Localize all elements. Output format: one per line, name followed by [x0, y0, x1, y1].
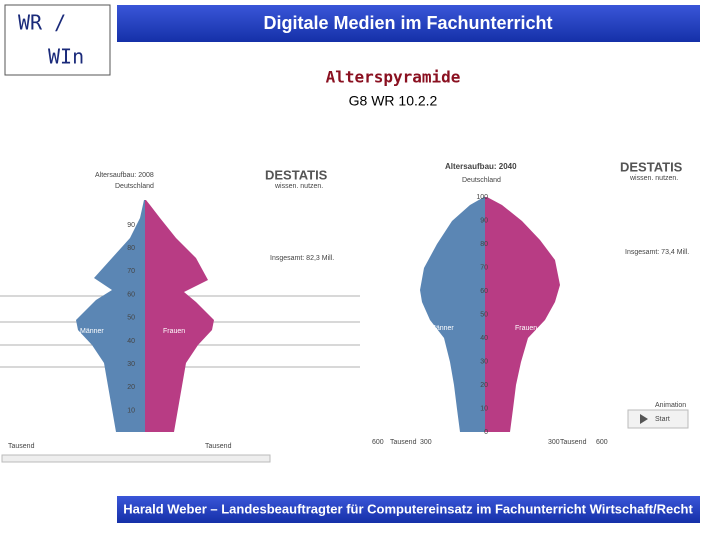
age-label: 80 — [480, 241, 488, 248]
footer-bar — [117, 496, 700, 523]
age-label: 70 — [127, 268, 135, 275]
scrollbar — [1, 454, 271, 463]
left-tagline: wissen. nutzen. — [274, 183, 323, 190]
left-female: Frauen — [163, 328, 185, 335]
right-total: Insgesamt: 73,4 Mill. — [625, 249, 689, 256]
left-unit-l: Tausend — [8, 443, 35, 450]
age-label: 50 — [127, 315, 135, 322]
right-brand: DESTATIS — [620, 159, 683, 174]
age-label: 90 — [127, 222, 135, 229]
right-female: Frauen — [515, 325, 537, 332]
subtitle: Alterspyramide — [326, 68, 461, 87]
age-label: 10 — [480, 405, 488, 412]
male-shape — [76, 200, 145, 432]
course: G8 WR 10.2.2 — [349, 93, 438, 109]
right-tagline: wissen. nutzen. — [629, 175, 678, 182]
right-unit-r: Tausend — [560, 439, 587, 446]
age-label: 70 — [480, 264, 488, 271]
left-total: Insgesamt: 82,3 Mill. — [270, 255, 334, 262]
male-shape — [420, 197, 485, 432]
x-label: 300 — [420, 439, 432, 446]
title-bar — [117, 5, 700, 42]
age-label: 30 — [480, 358, 488, 365]
start-label: Start — [655, 416, 670, 423]
age-label: 80 — [127, 245, 135, 252]
female-shape — [145, 200, 214, 432]
start-button[interactable] — [627, 409, 689, 429]
age-label: 0 — [484, 429, 488, 436]
logo-line1: WR / — [18, 11, 66, 35]
age-label: 50 — [480, 311, 488, 318]
title: Digitale Medien im Fachunterricht — [263, 13, 552, 33]
age-label: 30 — [127, 361, 135, 368]
age-label: 20 — [480, 382, 488, 389]
right-title: Altersaufbau: 2040 — [445, 162, 517, 171]
left-brand: DESTATIS — [265, 167, 328, 182]
left-title: Altersaufbau: 2008 — [95, 172, 154, 179]
age-label: 10 — [127, 407, 135, 414]
left-male: Männer — [80, 328, 104, 335]
left-panel: Altersaufbau: 2008 Deutschland DESTATIS … — [0, 167, 360, 463]
left-unit-r: Tausend — [205, 443, 232, 450]
age-label: 60 — [127, 291, 135, 298]
left-region: Deutschland — [115, 183, 154, 190]
logo-box — [4, 4, 111, 76]
right-unit-l: Tausend — [390, 439, 417, 446]
footer: Harald Weber – Landesbeauftragter für Co… — [123, 501, 693, 516]
age-label: 90 — [480, 217, 488, 224]
x-label: 600 — [372, 439, 384, 446]
age-label: 40 — [127, 338, 135, 345]
age-label: 100 — [476, 194, 488, 201]
age-label: 40 — [480, 335, 488, 342]
x-label: 300 — [548, 439, 560, 446]
right-region: Deutschland — [462, 177, 501, 184]
age-label: 60 — [480, 288, 488, 295]
x-label: 600 — [596, 439, 608, 446]
logo-line2: WIn — [48, 45, 84, 69]
age-label: 20 — [127, 384, 135, 391]
right-panel: Altersaufbau: 2040 Deutschland DESTATIS … — [372, 159, 689, 445]
animation-label: Animation — [655, 402, 686, 409]
right-male: Männer — [430, 325, 454, 332]
female-shape — [485, 197, 560, 432]
